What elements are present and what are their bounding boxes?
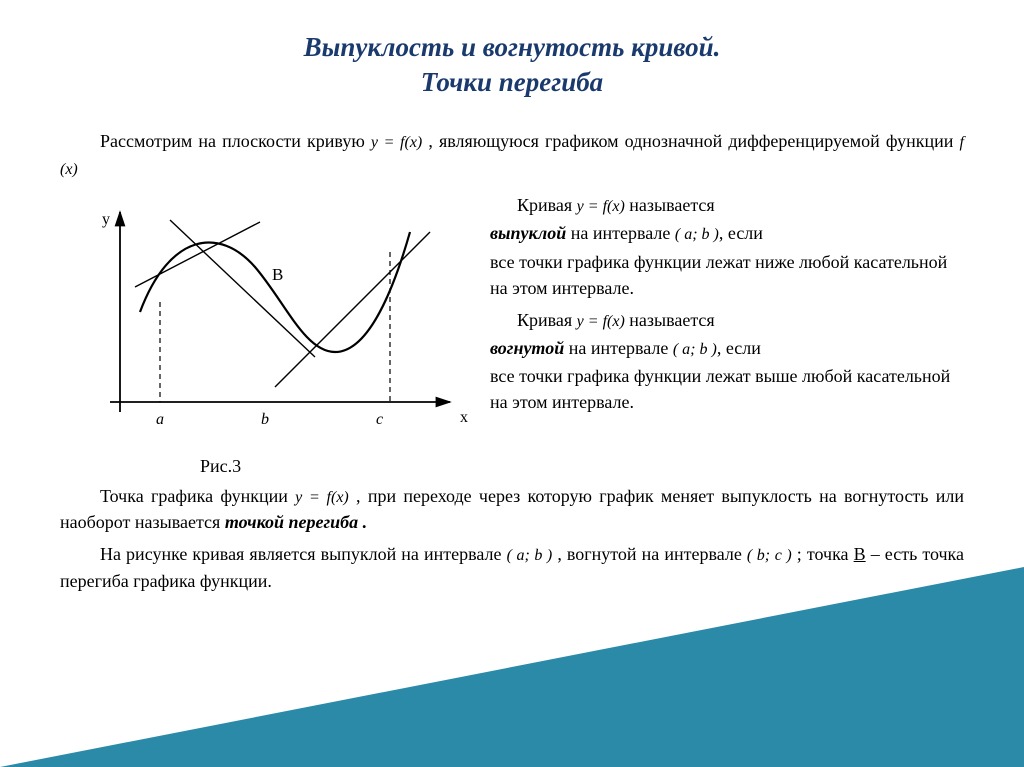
chart-column: y x a b c B Рис.3 <box>60 192 480 477</box>
slide-content: Выпуклость и вогнутость кривой. Точки пе… <box>0 0 1024 614</box>
def-concave-line2: вогнутой на интервале ( a; b ), если <box>490 335 964 361</box>
svg-text:c: c <box>376 411 383 428</box>
intro-paragraph: Рассмотрим на плоскости кривую y = f(x) … <box>60 128 964 182</box>
intro-text1: Рассмотрим на плоскости кривую <box>100 131 371 151</box>
curve-diagram: y x a b c B <box>60 192 480 452</box>
main-section: y x a b c B Рис.3 Кривая y = f(x) называется … <box>60 192 964 477</box>
definitions-column: Кривая y = f(x) называется выпуклой на и… <box>490 192 964 477</box>
def-convex-line1: Кривая y = f(x) называется <box>490 192 964 218</box>
def-convex-line2: выпуклой на интервале ( a; b ), если <box>490 220 964 246</box>
svg-text:b: b <box>261 411 269 428</box>
svg-text:a: a <box>156 411 164 428</box>
title-line1: Выпуклость и вогнутость кривой. <box>304 32 721 62</box>
inflection-paragraph: Точка графика функции y = f(x) , при пер… <box>60 483 964 535</box>
intro-formula1: y = f(x) <box>371 134 422 151</box>
slide-title: Выпуклость и вогнутость кривой. Точки пе… <box>60 30 964 100</box>
def-concave-body: все точки графика функции лежат выше люб… <box>490 363 964 415</box>
title-line2: Точки перегиба <box>421 67 603 97</box>
svg-text:x: x <box>460 409 468 426</box>
figure-label: Рис.3 <box>200 456 480 477</box>
def-concave-line1: Кривая y = f(x) называется <box>490 307 964 333</box>
intro-text2: , являющуюся графиком однозначной диффер… <box>428 131 959 151</box>
svg-text:y: y <box>102 211 110 228</box>
svg-text:B: B <box>272 265 283 284</box>
example-paragraph: На рисунке кривая является выпуклой на и… <box>60 541 964 593</box>
def-convex-body: все точки графика функции лежат ниже люб… <box>490 249 964 301</box>
